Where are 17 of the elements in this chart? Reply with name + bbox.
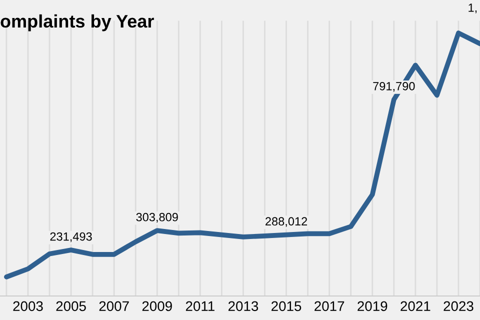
x-tick-label: 2023 [444,301,474,312]
x-tick-label: 2007 [99,301,129,312]
x-tick-label: 2009 [142,301,172,312]
data-label: 303,809 [136,212,178,223]
data-label: 288,012 [266,217,308,227]
text: 1, [468,4,477,14]
x-tick-label: 2005 [56,301,86,312]
x-tick-label: 2015 [272,301,302,312]
x-tick-label: 2011 [186,301,214,312]
x-tick-label: 2021 [400,301,430,312]
data-label: 231,493 [50,232,92,242]
x-tick-label: 2019 [358,301,388,312]
chart-title: omplaints by Year [0,14,154,32]
x-tick-label: 2013 [228,301,258,312]
x-tick-label: 2017 [314,301,344,312]
data-label: 791,790 [373,82,415,92]
x-tick-label: 2003 [13,301,43,312]
